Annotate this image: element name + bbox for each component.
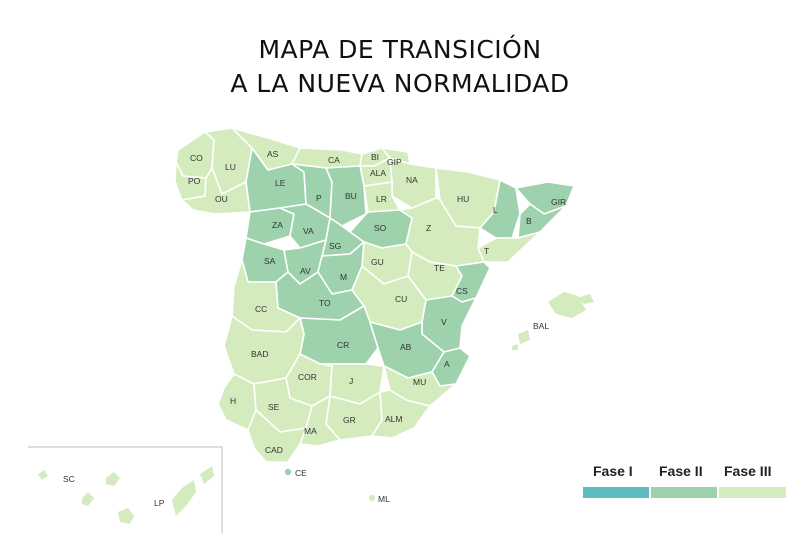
label-BAL: BAL (533, 321, 549, 331)
province-H[interactable] (217, 373, 257, 431)
label-SE: SE (268, 402, 280, 412)
label-B: B (526, 216, 532, 226)
label-BI: BI (371, 152, 379, 162)
label-TO: TO (319, 298, 331, 308)
label-MU: MU (413, 377, 426, 387)
label-CU: CU (395, 294, 407, 304)
label-AB: AB (400, 342, 412, 352)
label-SG: SG (329, 241, 341, 251)
label-J: J (349, 376, 353, 386)
label-BU: BU (345, 191, 357, 201)
label-GU: GU (371, 257, 384, 267)
label-CR: CR (337, 340, 349, 350)
legend-label-fase-3: Fase III (724, 463, 772, 479)
label-CE: CE (295, 468, 307, 478)
legend-label-fase-2: Fase II (659, 463, 703, 479)
canary-inset-frame (28, 446, 223, 533)
label-H: H (230, 396, 236, 406)
label-M: M (340, 272, 347, 282)
province-ML[interactable] (368, 494, 376, 502)
map-title-line-1: MAPA DE TRANSICIÓN (258, 35, 542, 64)
label-GR: GR (343, 415, 356, 425)
label-CAD: CAD (265, 445, 283, 455)
label-NA: NA (406, 175, 418, 185)
label-L: L (493, 205, 498, 215)
province-ALM[interactable] (371, 389, 431, 439)
label-PO: PO (188, 176, 201, 186)
label-CC: CC (255, 304, 267, 314)
province-CAD[interactable] (247, 409, 307, 463)
label-ALA: ALA (370, 168, 386, 178)
label-HU: HU (457, 194, 469, 204)
label-SO: SO (374, 223, 387, 233)
label-LU: LU (225, 162, 236, 172)
label-AV: AV (300, 266, 311, 276)
label-ZA: ZA (272, 220, 283, 230)
province-BAL[interactable] (512, 292, 594, 350)
label-CO: CO (190, 153, 203, 163)
label-T: T (484, 246, 489, 256)
label-AS: AS (267, 149, 279, 159)
province-SC[interactable] (38, 470, 120, 506)
label-MA: MA (304, 426, 317, 436)
label-COR: COR (298, 372, 317, 382)
label-OU: OU (215, 194, 228, 204)
label-V: V (441, 317, 447, 327)
province-CE[interactable] (284, 468, 292, 476)
label-ML: ML (378, 494, 390, 504)
province-OU[interactable] (181, 167, 251, 215)
label-LP: LP (154, 498, 165, 508)
label-TE: TE (434, 263, 445, 273)
label-SC: SC (63, 474, 75, 484)
label-P: P (316, 193, 322, 203)
legend-swatch-fase-1 (583, 487, 649, 498)
label-CA: CA (328, 155, 340, 165)
province-LR[interactable] (363, 181, 401, 213)
label-GIP: GIP (387, 157, 402, 167)
label-A: A (444, 359, 450, 369)
legend-swatch-fase-2 (651, 487, 717, 498)
legend-swatch-fase-3 (719, 487, 786, 498)
province-BU[interactable] (325, 165, 367, 227)
label-GIR: GIR (551, 197, 566, 207)
province-LP[interactable] (118, 466, 214, 524)
label-Z: Z (426, 223, 431, 233)
label-BAD: BAD (251, 349, 268, 359)
label-ALM: ALM (385, 414, 402, 424)
province-ZA[interactable] (245, 207, 295, 245)
label-VA: VA (303, 226, 314, 236)
label-LE: LE (275, 178, 286, 188)
label-SA: SA (264, 256, 276, 266)
legend-label-fase-1: Fase I (593, 463, 633, 479)
province-MA[interactable] (299, 395, 341, 447)
label-CS: CS (456, 286, 468, 296)
map-title-line-2: A LA NUEVA NORMALIDAD (230, 69, 570, 98)
label-LR: LR (376, 194, 387, 204)
